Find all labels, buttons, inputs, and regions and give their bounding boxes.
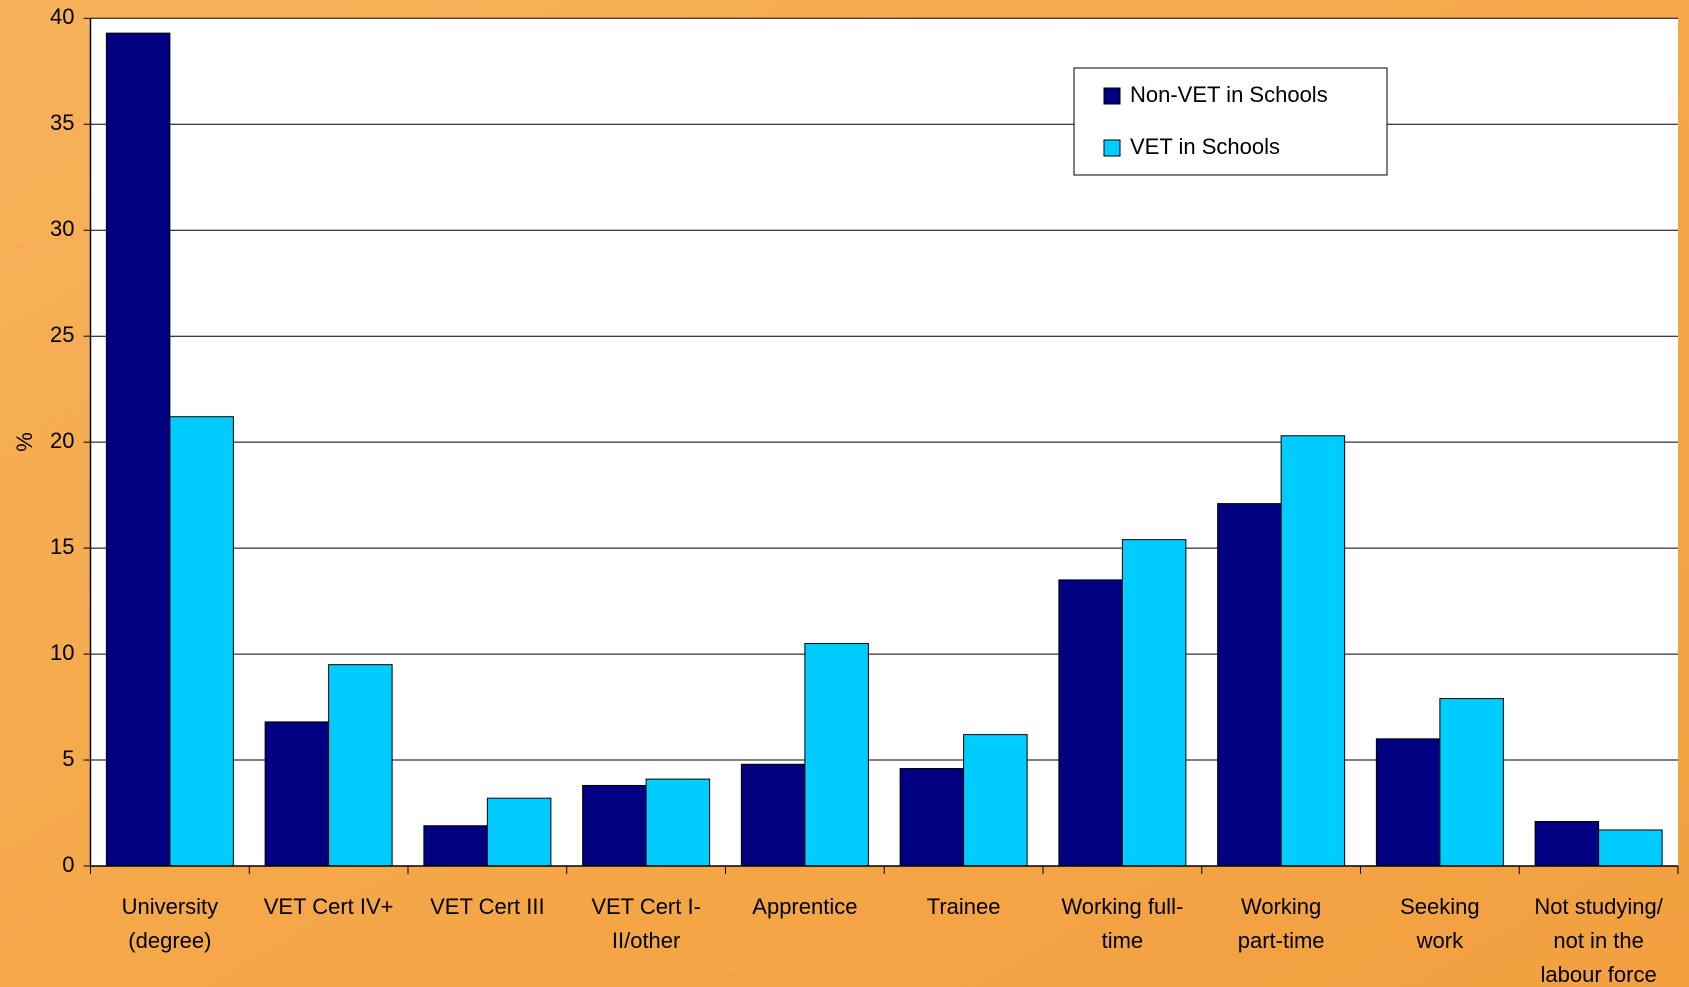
bar <box>899 768 965 867</box>
bar <box>582 784 647 867</box>
y-tick-label: 15 <box>50 534 74 559</box>
y-tick-label: 5 <box>62 746 74 771</box>
bar <box>169 416 234 867</box>
bar <box>645 778 711 867</box>
y-axis-label: % <box>12 432 37 452</box>
y-tick-label: 25 <box>50 322 74 347</box>
x-tick-label: Working full-time <box>1061 894 1183 953</box>
x-tick-label: University (degree) <box>122 894 219 953</box>
x-tick-label: Seeking work <box>1400 894 1480 953</box>
bar <box>1375 738 1441 867</box>
bar <box>963 734 1028 867</box>
y-tick-label: 40 <box>50 4 74 29</box>
bar <box>1439 698 1504 867</box>
bar <box>264 721 330 867</box>
bar <box>1058 579 1123 867</box>
x-tick-label: VET Cert III <box>430 894 545 919</box>
bar <box>486 797 552 867</box>
x-tick-label: VET Cert IV+ <box>264 894 394 919</box>
legend-swatch <box>1103 139 1121 157</box>
legend-box <box>1073 67 1388 176</box>
x-tick-label: Working part-time <box>1238 894 1325 953</box>
y-tick-label: 0 <box>62 852 74 877</box>
bar <box>1121 539 1187 867</box>
bar <box>1280 435 1346 867</box>
bar <box>804 642 869 867</box>
bar <box>328 664 393 867</box>
x-tick-label: Trainee <box>927 894 1001 919</box>
y-tick-label: 20 <box>50 428 74 453</box>
legend-label: Non-VET in Schools <box>1130 82 1328 107</box>
bar <box>1534 820 1600 867</box>
bar <box>740 763 806 867</box>
y-tick-label: 30 <box>50 216 74 241</box>
y-tick-label: 10 <box>50 640 74 665</box>
x-tick-label: Not studying/not in the labour force <box>1534 894 1663 987</box>
bar <box>1217 503 1282 867</box>
bar <box>105 32 171 867</box>
y-tick-label: 35 <box>50 110 74 135</box>
x-tick-label: VET Cert I-II/other <box>591 894 701 953</box>
legend-swatch <box>1103 87 1121 105</box>
x-tick-label: Apprentice <box>752 894 857 919</box>
bar <box>1598 829 1663 867</box>
legend-label: VET in Schools <box>1130 134 1280 159</box>
bar <box>423 825 488 867</box>
